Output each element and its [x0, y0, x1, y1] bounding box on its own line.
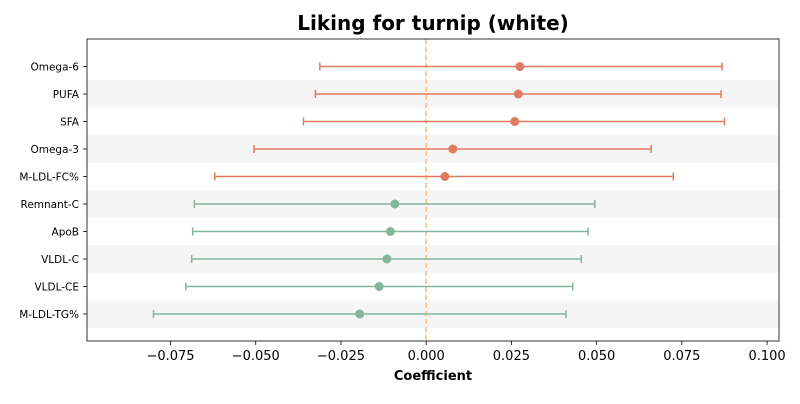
y-tick-label: VLDL-C	[41, 254, 79, 266]
point-estimate	[374, 282, 384, 291]
point-estimate	[382, 254, 392, 264]
x-tick-label: 0.100	[748, 349, 785, 364]
y-axis: Omega-6 PUFA SFA Omega-3 M-LDL-FC% Remnant-C A…	[19, 62, 87, 321]
x-axis-label: Coefficient	[394, 369, 472, 384]
point-estimate	[513, 89, 523, 99]
row-7	[190, 254, 583, 264]
x-tick-label: −0.025	[317, 349, 365, 364]
y-tick-label: Remnant-C	[21, 199, 80, 211]
point-estimate	[385, 227, 395, 236]
x-tick-label: −0.050	[232, 349, 280, 364]
point-estimate	[390, 199, 400, 209]
point-estimate	[448, 144, 458, 154]
y-tick-label: PUFA	[53, 89, 80, 101]
x-tick-label: 0.075	[663, 349, 700, 364]
row-8	[185, 282, 574, 291]
axes-frame	[86, 38, 780, 342]
point-estimate	[515, 62, 525, 71]
row-6	[191, 227, 589, 236]
row-1	[314, 89, 722, 99]
x-tick-label: 0.050	[578, 349, 615, 364]
x-axis: −0.075 −0.050 −0.025 0.000 0.025 0.050 0.075 0.…	[146, 341, 786, 364]
y-tick-label: M-LDL-FC%	[19, 172, 79, 184]
y-tick-label: Omega-3	[30, 144, 79, 156]
y-tick-label: VLDL-CE	[34, 282, 79, 294]
y-tick-label: SFA	[60, 117, 80, 129]
row-3	[253, 144, 652, 154]
x-tick-label: −0.075	[146, 349, 194, 364]
row-9	[152, 309, 567, 319]
row-5	[193, 199, 596, 209]
y-tick-label: Omega-6	[30, 62, 79, 74]
point-estimate	[355, 309, 365, 319]
x-tick-label: 0.000	[408, 349, 445, 364]
row-0	[319, 62, 723, 71]
chart-title: Liking for turnip (white)	[297, 11, 569, 35]
y-tick-label: ApoB	[52, 227, 79, 239]
point-estimate	[510, 117, 520, 126]
x-tick-label: 0.025	[493, 349, 530, 364]
row-2	[302, 117, 726, 126]
row-4	[214, 172, 675, 181]
data-marks	[152, 62, 726, 319]
point-estimate	[440, 172, 450, 181]
y-tick-label: M-LDL-TG%	[19, 309, 79, 321]
